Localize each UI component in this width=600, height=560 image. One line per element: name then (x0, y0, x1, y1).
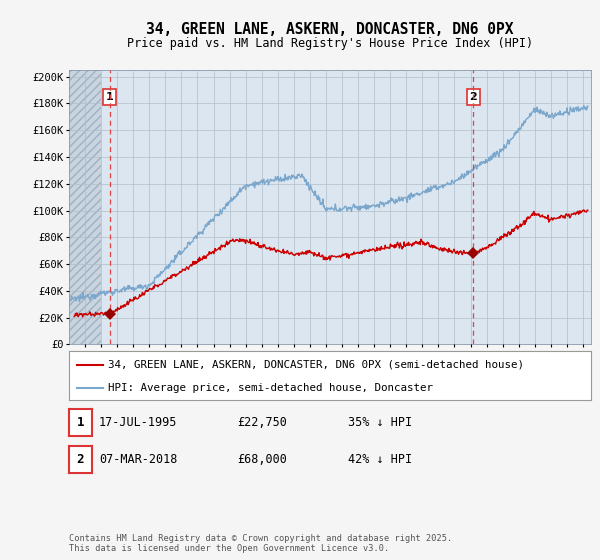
Text: 35% ↓ HPI: 35% ↓ HPI (348, 416, 412, 429)
Text: 2: 2 (470, 92, 478, 102)
Text: HPI: Average price, semi-detached house, Doncaster: HPI: Average price, semi-detached house,… (108, 383, 433, 393)
Text: £22,750: £22,750 (237, 416, 287, 429)
Text: 34, GREEN LANE, ASKERN, DONCASTER, DN6 0PX (semi-detached house): 34, GREEN LANE, ASKERN, DONCASTER, DN6 0… (108, 360, 524, 370)
Text: 2: 2 (77, 452, 84, 466)
Text: 42% ↓ HPI: 42% ↓ HPI (348, 452, 412, 466)
Text: 17-JUL-1995: 17-JUL-1995 (99, 416, 178, 429)
Text: Price paid vs. HM Land Registry's House Price Index (HPI): Price paid vs. HM Land Registry's House … (127, 37, 533, 50)
Text: 1: 1 (106, 92, 113, 102)
Text: £68,000: £68,000 (237, 452, 287, 466)
Text: Contains HM Land Registry data © Crown copyright and database right 2025.
This d: Contains HM Land Registry data © Crown c… (69, 534, 452, 553)
Text: 1: 1 (77, 416, 84, 429)
Text: 07-MAR-2018: 07-MAR-2018 (99, 452, 178, 466)
Text: 34, GREEN LANE, ASKERN, DONCASTER, DN6 0PX: 34, GREEN LANE, ASKERN, DONCASTER, DN6 0… (146, 22, 514, 38)
Bar (69, 70, 101, 344)
